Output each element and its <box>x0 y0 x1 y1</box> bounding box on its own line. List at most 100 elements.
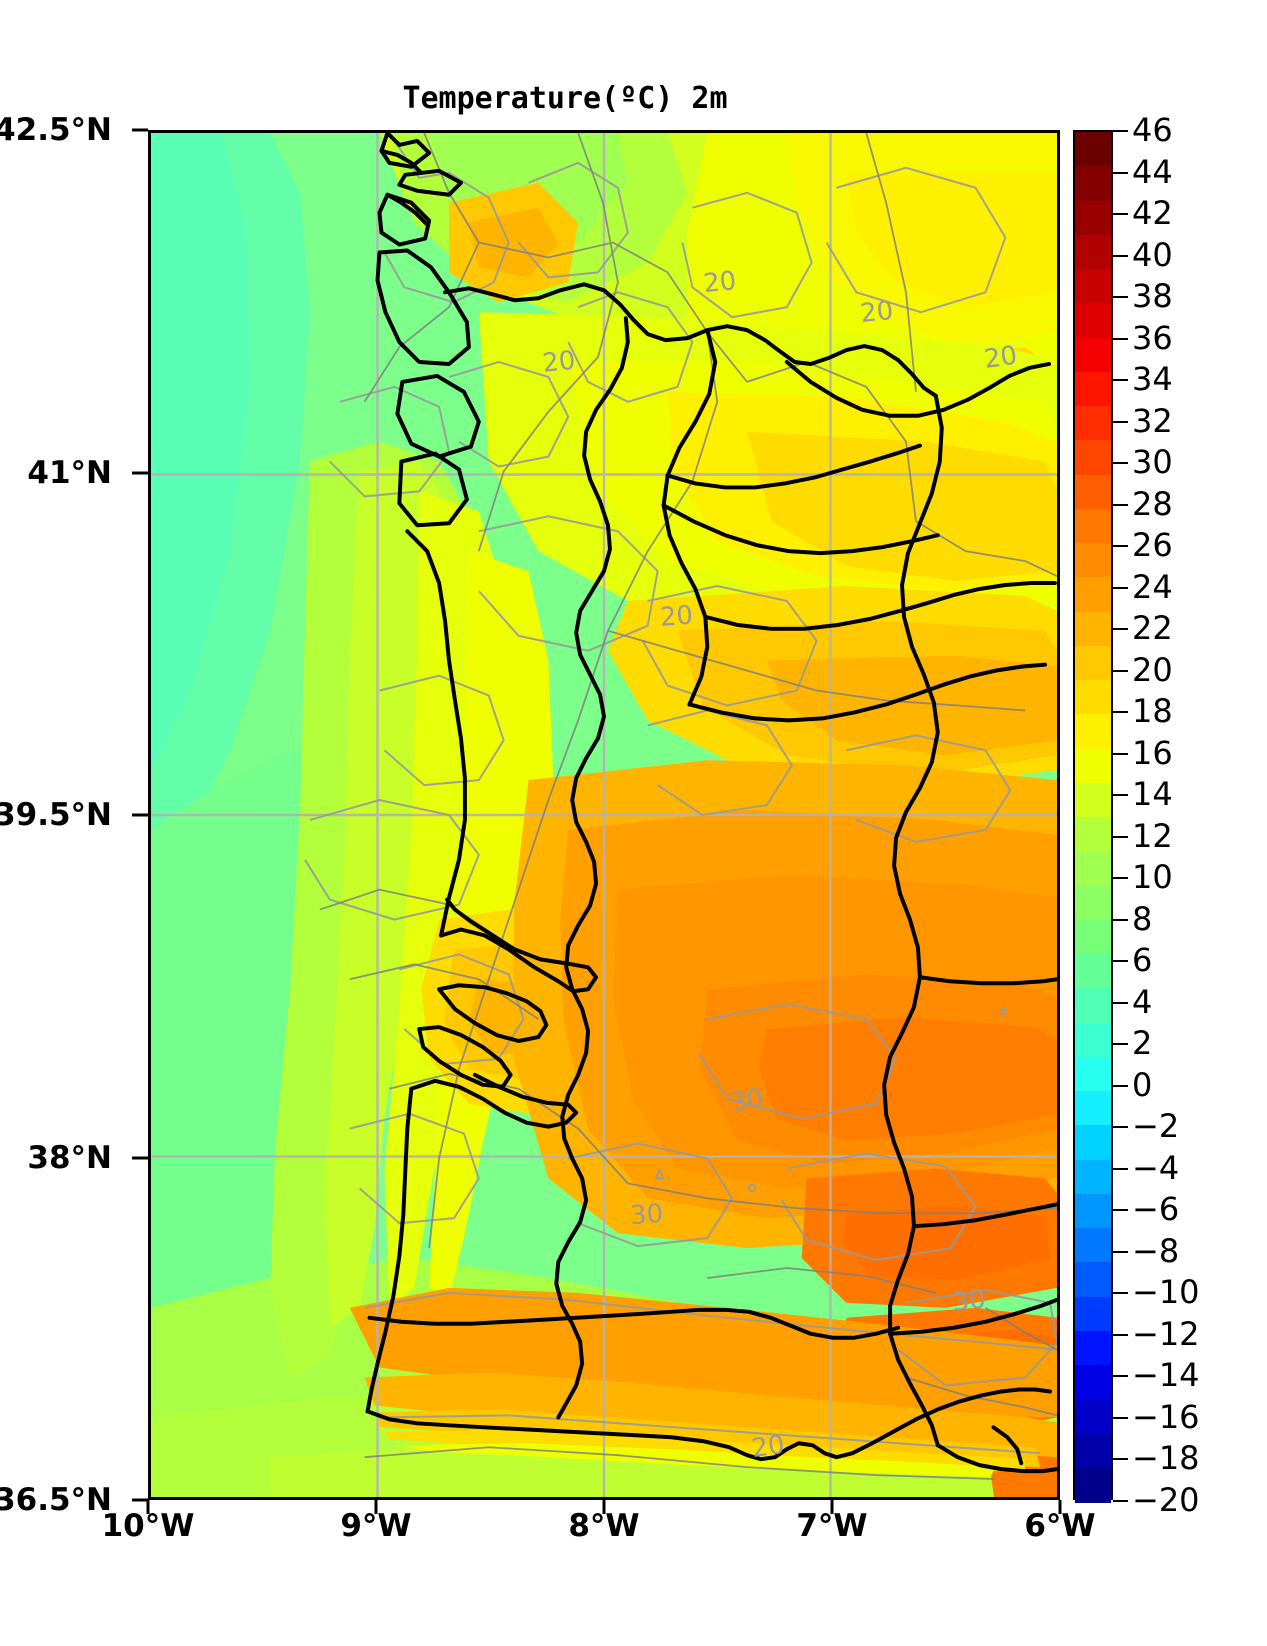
colorbar-tick-mark <box>1113 171 1128 174</box>
colorbar-tick-label: 0 <box>1132 1065 1153 1104</box>
colorbar-tick-label: 10 <box>1132 858 1173 897</box>
colorbar-tick-mark <box>1113 337 1128 340</box>
x-axis-tick-mark <box>146 1500 150 1514</box>
colorbar-tick-mark <box>1113 835 1128 838</box>
colorbar-tick-mark <box>1113 296 1128 299</box>
colorbar-segment <box>1075 166 1111 202</box>
colorbar-segment <box>1075 132 1111 167</box>
colorbar-segment <box>1075 954 1111 989</box>
y-axis-tick-mark <box>132 1498 148 1502</box>
colorbar-segment <box>1075 611 1111 647</box>
svg-text:20: 20 <box>702 266 738 299</box>
colorbar-tick-mark <box>1113 794 1128 797</box>
map-symbols <box>654 1005 1008 1192</box>
svg-text:30: 30 <box>629 1199 664 1231</box>
colorbar-tick-label: 40 <box>1132 235 1173 274</box>
colorbar-tick-mark <box>1113 628 1128 631</box>
x-axis-tick-label: 8°W <box>568 1508 640 1544</box>
svg-text:20: 20 <box>859 296 895 329</box>
colorbar-tick-mark <box>1113 960 1128 963</box>
svg-text:20: 20 <box>659 601 694 633</box>
map-plot-area: 20 20 20 20 20 30 30 30 20 <box>148 130 1060 1500</box>
colorbar-tick-label: −14 <box>1132 1356 1200 1395</box>
svg-text:20: 20 <box>982 341 1019 375</box>
x-axis-tick-mark <box>830 1500 834 1514</box>
colorbar-segment <box>1075 680 1111 715</box>
colorbar-tick-label: 8 <box>1132 899 1153 938</box>
colorbar-segment <box>1075 543 1111 578</box>
y-axis-tick-mark <box>132 813 148 817</box>
colorbar-tick-label: −10 <box>1132 1273 1200 1312</box>
x-axis-tick-label: 10°W <box>101 1508 195 1544</box>
colorbar-tick-label: 34 <box>1132 360 1173 399</box>
coastline-and-borders <box>365 133 1057 1474</box>
colorbar-segment <box>1075 577 1111 613</box>
colorbar-segment <box>1075 1330 1111 1366</box>
x-axis-tick-mark <box>1058 1500 1062 1514</box>
colorbar-tick-label: 6 <box>1132 941 1153 980</box>
graticule-lines <box>151 133 1057 1497</box>
colorbar-segment <box>1075 1365 1111 1400</box>
temperature-map: 20 20 20 20 20 30 30 30 20 <box>151 133 1057 1497</box>
colorbar-segment <box>1075 1125 1111 1161</box>
colorbar-segment <box>1075 1399 1111 1435</box>
colorbar-segment <box>1075 269 1111 304</box>
colorbar-tick-mark <box>1113 752 1128 755</box>
colorbar-tick-mark <box>1113 1209 1128 1212</box>
colorbar-segment <box>1075 1228 1111 1263</box>
colorbar-segment <box>1075 303 1111 339</box>
colorbar-tick-label: −18 <box>1132 1439 1200 1478</box>
colorbar-segment <box>1075 817 1111 852</box>
colorbar-segment <box>1075 1056 1111 1092</box>
colorbar-tick-label: 46 <box>1132 111 1173 149</box>
title-line-1: Temperature(ºC) 2m <box>402 81 728 116</box>
colorbar-tick-mark <box>1113 1250 1128 1253</box>
colorbar-tick-mark <box>1113 503 1128 506</box>
colorbar-tick-label: 4 <box>1132 982 1153 1021</box>
colorbar-segment <box>1075 508 1111 544</box>
y-axis-tick-mark <box>132 471 148 474</box>
colorbar-tick-mark <box>1113 462 1128 465</box>
colorbar-tick-label: 18 <box>1132 692 1173 731</box>
colorbar-segment <box>1075 1193 1111 1229</box>
colorbar-tick-label: 42 <box>1132 194 1173 233</box>
colorbar-tick-mark <box>1113 545 1128 548</box>
colorbar-segment <box>1075 1433 1111 1469</box>
colorbar-tick-mark <box>1113 877 1128 880</box>
colorbar-tick-mark <box>1113 1084 1128 1087</box>
colorbar-tick-label: −16 <box>1132 1397 1200 1436</box>
colorbar-tick-mark <box>1113 420 1128 423</box>
colorbar-tick-mark <box>1113 379 1128 382</box>
colorbar-tick-label: 14 <box>1132 775 1173 814</box>
colorbar-tick-label: −2 <box>1132 1107 1180 1146</box>
colorbar[interactable] <box>1073 130 1113 1503</box>
colorbar-tick-label: 16 <box>1132 733 1173 772</box>
svg-text:20: 20 <box>750 1430 787 1464</box>
colorbar-segment <box>1075 988 1111 1024</box>
colorbar-tick-label: 32 <box>1132 401 1173 440</box>
y-axis-tick-label: 38°N <box>27 1139 112 1176</box>
colorbar-segment <box>1075 200 1111 236</box>
x-axis-tick-label: 6°W <box>1024 1508 1096 1544</box>
colorbar-tick-mark <box>1113 669 1128 672</box>
colorbar-tick-mark <box>1113 1333 1128 1336</box>
colorbar-segment <box>1075 371 1111 407</box>
y-axis-tick-label: 41°N <box>27 454 112 491</box>
colorbar-tick-label: 38 <box>1132 277 1173 316</box>
colorbar-segment <box>1075 851 1111 887</box>
colorbar-tick-label: −6 <box>1132 1190 1180 1229</box>
x-axis-tick-label: 7°W <box>796 1508 868 1544</box>
x-axis-tick-label: 9°W <box>340 1508 412 1544</box>
y-axis-tick-mark <box>132 128 148 132</box>
colorbar-tick-label: 36 <box>1132 318 1173 357</box>
colorbar-tick-label: 2 <box>1132 1024 1153 1063</box>
colorbar-tick-mark <box>1113 1375 1128 1378</box>
colorbar-segment <box>1075 337 1111 373</box>
colorbar-tick-label: 28 <box>1132 484 1173 523</box>
svg-text:30: 30 <box>951 1284 987 1317</box>
colorbar-tick-mark <box>1113 254 1128 257</box>
colorbar-tick-label: 30 <box>1132 443 1173 482</box>
colorbar-tick-mark <box>1113 586 1128 589</box>
svg-text:20: 20 <box>541 346 577 379</box>
svg-text:30: 30 <box>728 1083 766 1118</box>
